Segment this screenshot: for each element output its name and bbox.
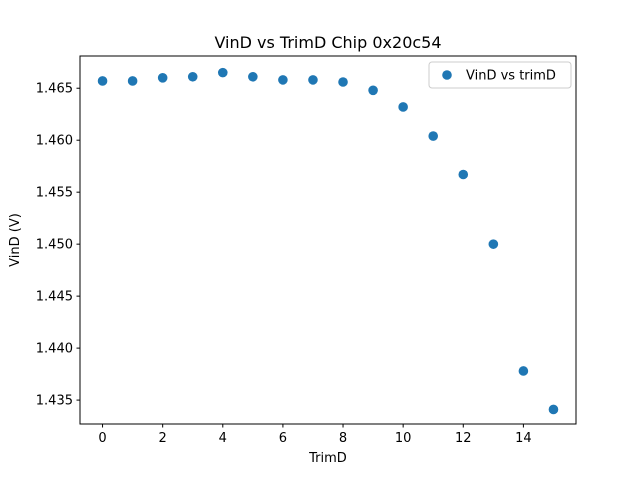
y-axis-label: VinD (V) <box>8 213 23 267</box>
data-point <box>338 77 348 87</box>
y-tick-label: 1.465 <box>36 82 73 97</box>
y-tick-label: 1.450 <box>36 238 73 253</box>
x-tick-label: 0 <box>98 431 106 446</box>
x-axis-label: TrimD <box>308 451 347 466</box>
x-tick-label: 10 <box>395 431 412 446</box>
data-point <box>548 404 559 415</box>
data-point <box>97 76 108 86</box>
legend-frame <box>428 61 572 89</box>
x-tick-label: 4 <box>219 431 227 446</box>
y-tick-label: 1.440 <box>36 342 73 357</box>
data-point <box>127 76 138 86</box>
x-tick-label: 2 <box>159 431 167 446</box>
legend: VinD vs trimD <box>428 61 572 89</box>
data-point <box>308 75 318 85</box>
data-point <box>488 239 499 249</box>
data-point <box>278 75 288 85</box>
y-tick-label: 1.460 <box>36 134 73 149</box>
data-point <box>518 366 529 376</box>
y-tick-label: 1.435 <box>36 394 73 409</box>
x-tick-label: 8 <box>339 431 347 446</box>
y-tick-label: 1.455 <box>36 186 73 201</box>
data-point <box>217 67 228 78</box>
axis-ticks: 0 2 4 6 8 10 12 14 1.435 1.440 1.445 1.450 1.455 1.46… <box>36 82 532 446</box>
data-point <box>398 102 408 112</box>
y-tick-label: 1.445 <box>36 290 73 305</box>
data-point <box>428 131 439 141</box>
x-tick-label: 14 <box>515 431 532 446</box>
data-point <box>157 73 168 83</box>
data-point <box>458 169 469 180</box>
legend-label: VinD vs trimD <box>466 69 556 84</box>
data-point <box>368 85 378 96</box>
legend-marker-icon <box>442 70 452 80</box>
data-point <box>187 71 198 82</box>
chart-title: VinD vs TrimD Chip 0x20c54 <box>214 33 441 52</box>
x-tick-label: 6 <box>279 431 287 446</box>
data-point <box>248 71 258 82</box>
scatter-points <box>97 67 559 415</box>
x-tick-label: 12 <box>455 431 472 446</box>
plot-frame <box>79 55 577 425</box>
